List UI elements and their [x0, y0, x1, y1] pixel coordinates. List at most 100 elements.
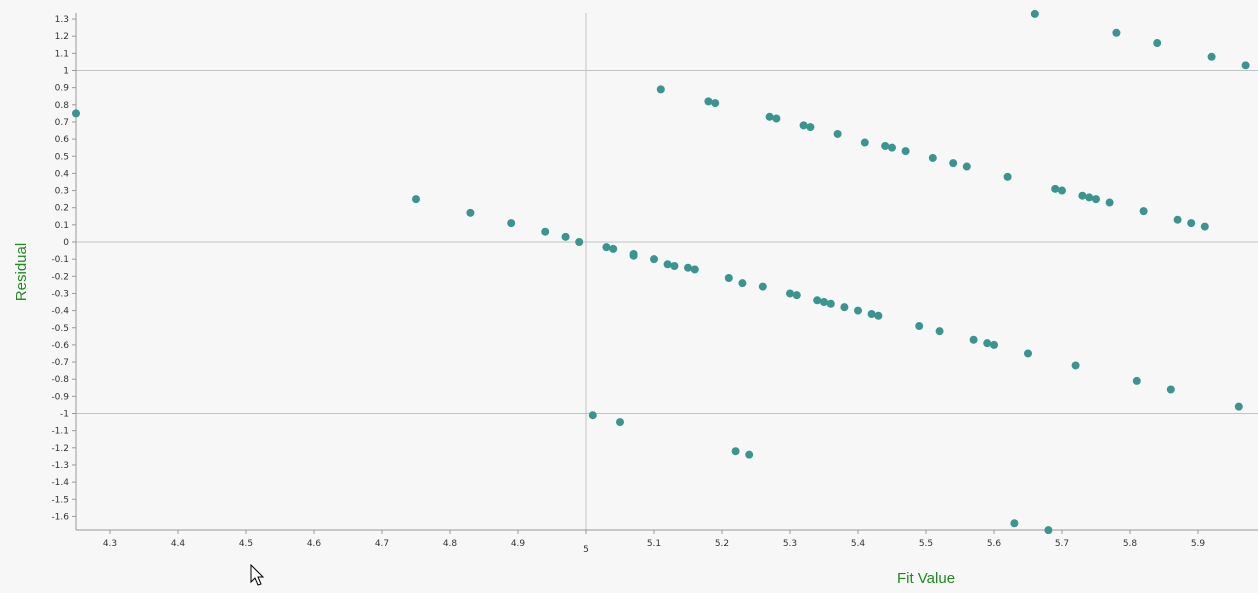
data-point [786, 289, 794, 298]
y-tick-label: 0.2 [55, 204, 69, 214]
data-point [1071, 361, 1080, 370]
data-point [507, 219, 516, 228]
data-point [792, 291, 801, 300]
data-point [1044, 526, 1053, 535]
y-tick-label: 0 [63, 238, 69, 248]
data-point [1003, 172, 1012, 181]
data-point [962, 162, 971, 171]
data-point [1200, 222, 1209, 231]
y-tick-label: -1.3 [51, 461, 69, 471]
y-tick-label: -0.2 [51, 272, 69, 282]
data-point [874, 311, 883, 320]
reference-lines [76, 13, 1258, 530]
data-point [412, 195, 420, 204]
x-tick-label: 5.5 [919, 539, 933, 549]
y-tick-label: 1.1 [55, 49, 69, 59]
y-tick-label: 1.3 [55, 15, 69, 25]
data-point [1139, 207, 1148, 216]
y-tick-label: -0.7 [51, 358, 69, 368]
data-point [813, 296, 822, 305]
data-point [840, 303, 849, 312]
y-axis-label: Residual [13, 243, 30, 301]
data-point [541, 227, 550, 236]
y-tick-label: -0.9 [51, 392, 69, 402]
data-point [1112, 28, 1121, 37]
data-point [690, 265, 699, 274]
data-point [724, 274, 733, 283]
data-point [466, 208, 475, 217]
data-point [72, 109, 80, 118]
data-point [745, 450, 754, 459]
data-point [1153, 39, 1162, 48]
data-point [1030, 9, 1039, 18]
data-point [609, 244, 618, 253]
data-point [616, 418, 624, 427]
data-point [772, 114, 781, 123]
y-tick-label: -1 [60, 410, 69, 420]
data-point [854, 306, 862, 315]
data-point [1166, 385, 1175, 394]
data-point [990, 340, 998, 349]
y-tick-label: -0.8 [51, 375, 69, 385]
data-point [1078, 191, 1087, 200]
data-point [731, 447, 740, 456]
y-axis-ticks: 1.3 1.2 1.1 1 0.9 0.8 0.7 0.6 0.5 0.4 0.3 0.2 0.1 0 -0… [51, 15, 76, 522]
data-point [915, 322, 924, 331]
y-tick-label: -1.6 [51, 512, 69, 522]
y-tick-label: 0.1 [55, 221, 69, 231]
y-tick-label: -0.4 [51, 307, 69, 317]
arrow-cursor-icon [250, 564, 265, 586]
x-tick-label: 4.8 [443, 539, 458, 549]
x-axis-ticks: 4.3 4.4 4.5 4.6 4.7 4.8 4.9 5 5.1 5.2 5.3 5.4 5.5 5.6… [103, 530, 1205, 555]
data-point [588, 411, 597, 420]
y-tick-label: -0.5 [51, 324, 69, 334]
data-points [72, 9, 1250, 535]
x-tick-label: 5.6 [987, 539, 1002, 549]
y-tick-label: -1.2 [51, 444, 69, 454]
y-tick-label: 0.5 [55, 152, 69, 162]
data-point [684, 263, 692, 272]
y-tick-label: -1.4 [51, 478, 69, 488]
data-point [738, 279, 747, 288]
x-tick-label: 4.9 [511, 539, 526, 549]
data-point [670, 262, 679, 271]
data-point [1058, 186, 1066, 195]
data-point [561, 232, 570, 241]
data-point [820, 298, 828, 307]
y-tick-label: 0.4 [55, 169, 70, 179]
data-point [1207, 52, 1216, 61]
data-point [928, 153, 937, 162]
data-point [1105, 198, 1114, 207]
data-point [1051, 184, 1060, 193]
x-tick-label: 5.4 [851, 539, 866, 549]
x-tick-label: 5.1 [647, 539, 661, 549]
data-point [663, 260, 672, 269]
x-tick-label: 4.7 [375, 539, 389, 549]
data-point [983, 339, 992, 348]
data-point [765, 112, 774, 121]
data-point [860, 138, 869, 147]
data-point [826, 299, 835, 308]
data-point [602, 243, 611, 252]
y-tick-label: 0.7 [55, 118, 69, 128]
x-tick-label: 5.2 [715, 539, 729, 549]
data-point [888, 143, 896, 152]
x-tick-label: 4.4 [171, 539, 186, 549]
y-tick-label: -0.1 [51, 255, 69, 265]
data-point [1132, 376, 1141, 385]
y-tick-label: 1.2 [55, 32, 69, 42]
data-point [935, 327, 944, 336]
y-tick-label: 0.8 [55, 101, 70, 111]
x-tick-label: 5 [583, 545, 589, 555]
data-point [969, 335, 978, 344]
data-point [758, 282, 767, 291]
x-tick-label: 5.7 [1055, 539, 1069, 549]
data-point [799, 121, 808, 130]
data-point [901, 147, 910, 156]
data-point [704, 97, 713, 106]
data-point [867, 310, 876, 319]
y-tick-label: -0.6 [51, 341, 69, 351]
data-point [629, 251, 638, 260]
y-tick-label: -0.3 [51, 289, 69, 299]
